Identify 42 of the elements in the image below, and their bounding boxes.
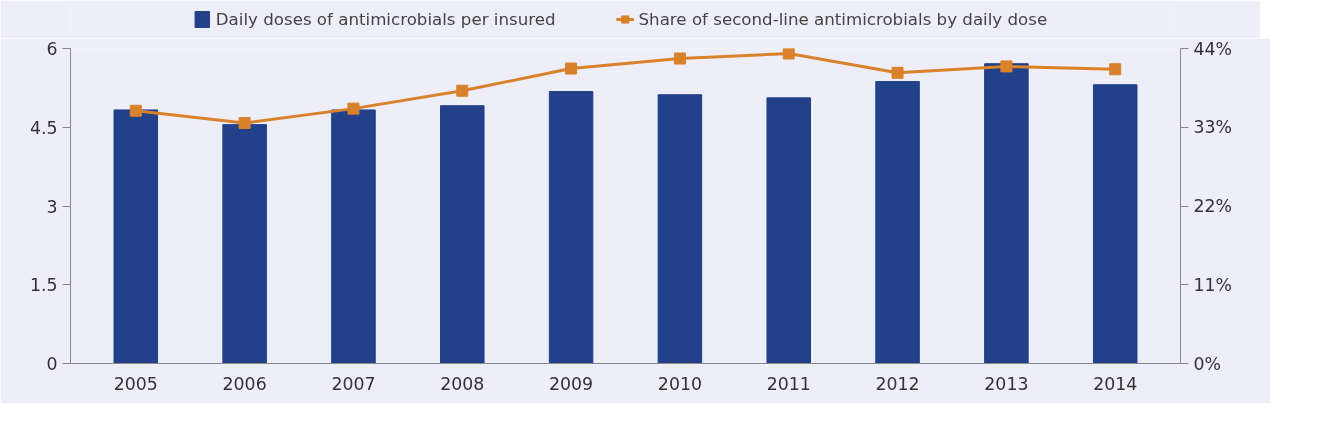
x-tick-label: 2012: [875, 373, 920, 394]
x-tick-label: 2011: [766, 373, 811, 394]
x-tick-label: 2009: [549, 373, 594, 394]
point: [565, 62, 578, 75]
point: [456, 84, 469, 97]
point: [782, 48, 795, 60]
bar: [1092, 84, 1138, 364]
y-tick-label: 6: [46, 39, 58, 59]
point: [1109, 63, 1122, 76]
bar: [657, 94, 703, 364]
bar: [875, 81, 920, 364]
point: [347, 102, 360, 115]
legend-label: Share of second-line antimicrobials by daily dose: [638, 9, 1048, 29]
x-tick-label: 2010: [657, 373, 702, 394]
x-tick-label: 2006: [222, 373, 267, 394]
bar: [440, 105, 485, 364]
y2-tick-label: 22%: [1193, 196, 1233, 216]
bar: [331, 109, 376, 364]
bar: [984, 63, 1029, 364]
x-tick-label: 2008: [440, 373, 485, 394]
point: [238, 116, 251, 129]
y2-tick-label: 33%: [1193, 117, 1233, 138]
y-tick-label: 3: [46, 196, 58, 217]
bar: [548, 91, 594, 364]
point: [891, 66, 904, 79]
x-tick-label: 2013: [984, 373, 1029, 394]
y-tick-label: 1.5: [29, 275, 58, 296]
y2-tick-label: 44%: [1193, 38, 1233, 59]
y-tick-label: 0: [46, 354, 58, 374]
x-tick-label: 2007: [331, 373, 376, 394]
legend-label: Daily doses of antimicrobials per insured: [215, 9, 556, 29]
point: [129, 104, 142, 117]
y2-tick-label: 0%: [1193, 353, 1221, 374]
y-tick-label: 4.5: [29, 117, 58, 138]
bar: [222, 124, 267, 364]
x-tick-label: 2014: [1093, 373, 1138, 394]
point: [1000, 60, 1013, 73]
x-tick-label: 2005: [113, 373, 158, 394]
bar: [766, 97, 811, 364]
point: [673, 52, 686, 65]
bar: [113, 109, 159, 364]
y2-tick-label: 11%: [1193, 274, 1233, 295]
